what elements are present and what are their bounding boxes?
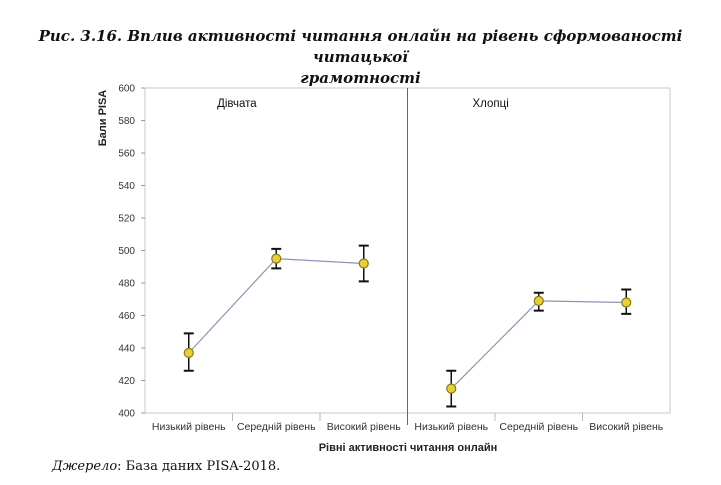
y-tick-label: 520 (118, 214, 135, 225)
y-tick-label: 460 (118, 311, 135, 322)
x-tick-label: Середній рівень (499, 421, 578, 433)
y-tick-label: 420 (118, 376, 135, 387)
y-tick-label: 400 (118, 409, 135, 420)
y-axis-label: Бали PISA (97, 90, 109, 147)
x-tick-label: Середній рівень (237, 421, 316, 433)
source-label: Джерело (52, 459, 118, 474)
panel-label: Дівчата (217, 98, 257, 110)
data-point (446, 383, 457, 394)
data-point (533, 295, 544, 306)
figure-title-line-2: грамотності (300, 69, 421, 87)
y-tick-label: 500 (118, 246, 135, 257)
data-point (183, 347, 194, 358)
x-tick-label: Низький рівень (414, 421, 488, 433)
y-tick-label: 560 (118, 149, 135, 160)
y-tick-label: 540 (118, 181, 135, 192)
y-tick-label: 440 (118, 344, 135, 355)
x-axis-label: Рівні активності читання онлайн (319, 442, 498, 454)
x-tick-label: Високий рівень (589, 421, 664, 433)
data-point (621, 297, 632, 308)
source-note: Джерело: База даних PISA-2018. (52, 459, 280, 474)
x-tick-label: Високий рівень (327, 421, 402, 433)
y-tick-label: 580 (118, 116, 135, 127)
y-tick-label: 600 (118, 84, 135, 95)
y-tick-label: 480 (118, 279, 135, 290)
panel-label: Хлопці (472, 98, 508, 110)
x-tick-label: Низький рівень (152, 421, 226, 433)
data-point (358, 258, 369, 269)
source-text: : База даних PISA-2018. (117, 459, 281, 474)
figure-title-line-1: Рис. 3.16. Вплив активності читання онла… (38, 27, 683, 66)
series-line (450, 300, 627, 390)
figure-title: Рис. 3.16. Вплив активності читання онла… (0, 26, 721, 89)
data-point (271, 253, 282, 264)
series-line (188, 258, 364, 354)
